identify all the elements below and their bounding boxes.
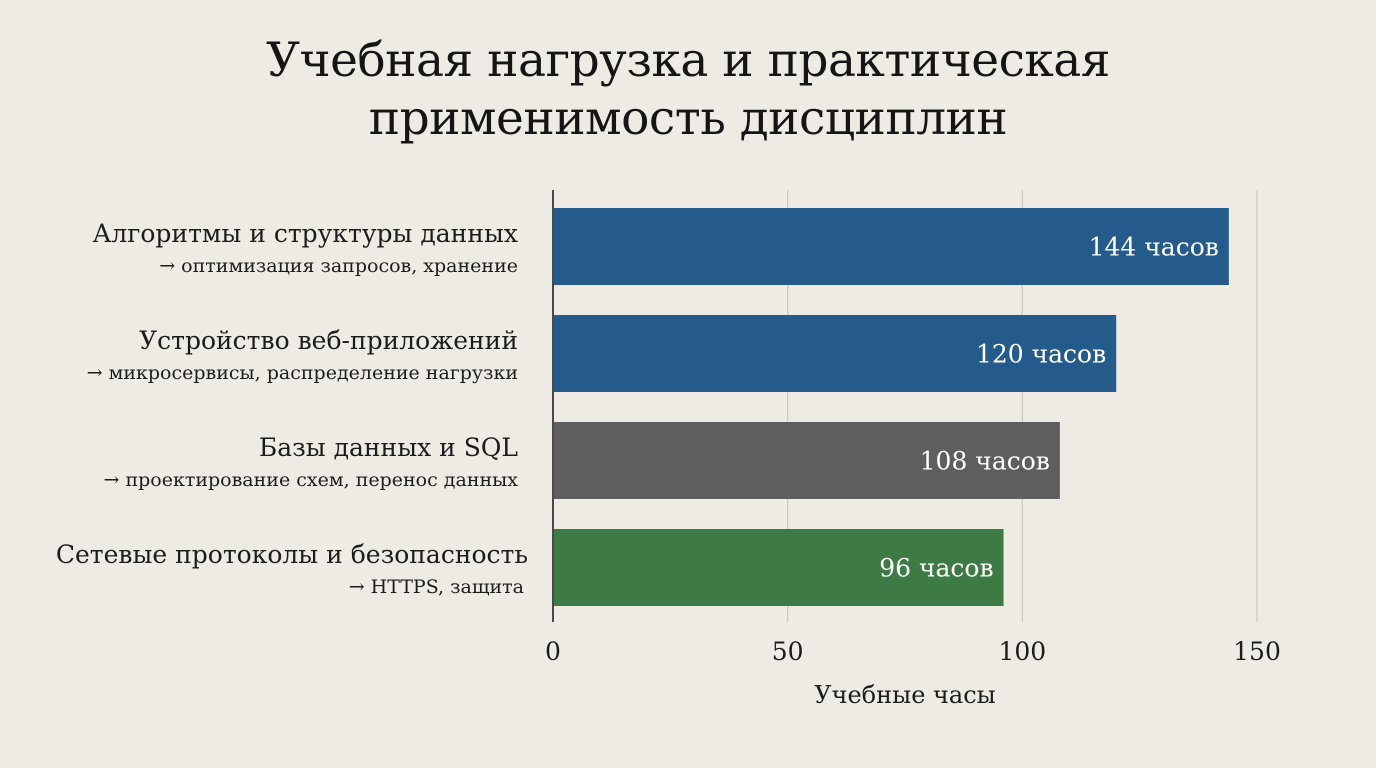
- category-labels: Алгоритмы и структуры данных → оптимизаци…: [56, 219, 528, 598]
- x-tick-label-100: 100: [998, 637, 1046, 666]
- category-label-4: Сетевые протоколы и безопасность: [56, 540, 528, 569]
- bar-3: [554, 422, 1060, 499]
- category-subtitle-4: → HTTPS, защита: [349, 576, 524, 598]
- bar-value-label-2: 120 часов: [976, 340, 1106, 369]
- bar-data-labels: 144 часов 120 часов 108 часов 96 часов: [879, 233, 1219, 583]
- bar-4: [554, 529, 1004, 606]
- chart-title-line-2: применимость дисциплин: [368, 91, 1008, 146]
- chart-title: Учебная нагрузка и практическая применим…: [0, 32, 1376, 148]
- category-subtitle-1: → оптимизация запросов, хранение: [159, 255, 518, 277]
- x-tick-label-150: 150: [1233, 637, 1281, 666]
- x-tick-labels: 0 50 100 150: [545, 637, 1281, 666]
- x-axis-title: Учебные часы: [814, 681, 996, 709]
- bar-value-label-4: 96 часов: [879, 554, 993, 583]
- bar-1: [554, 208, 1229, 285]
- category-label-1: Алгоритмы и структуры данных: [92, 219, 518, 248]
- category-subtitle-2: → микросервисы, распределение нагрузки: [87, 362, 518, 384]
- x-tick-label-0: 0: [545, 637, 561, 666]
- bar-2: [554, 315, 1117, 392]
- category-label-2: Устройство веб-приложений: [139, 326, 518, 355]
- bar-value-label-1: 144 часов: [1089, 233, 1219, 262]
- bar-value-label-3: 108 часов: [920, 447, 1050, 476]
- category-label-3: Базы данных и SQL: [259, 433, 518, 462]
- x-tick-label-50: 50: [772, 637, 804, 666]
- category-subtitle-3: → проектирование схем, перенос данных: [103, 469, 518, 491]
- chart-title-line-1: Учебная нагрузка и практическая: [266, 33, 1110, 88]
- bars: [554, 208, 1229, 606]
